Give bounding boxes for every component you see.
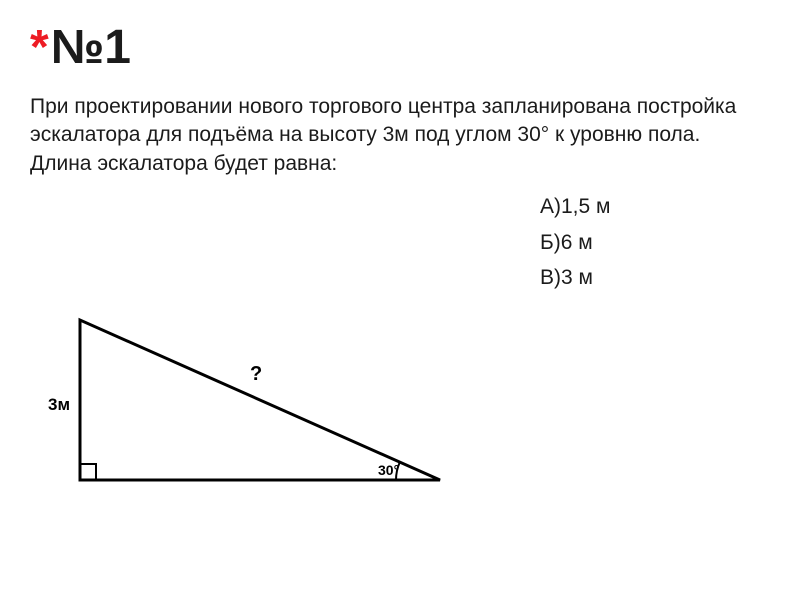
title-asterisk: * <box>30 21 49 74</box>
title-number: №1 <box>51 21 131 74</box>
right-angle-mark <box>80 464 96 480</box>
answer-option: А)1,5 м <box>540 190 610 224</box>
slide: *№1 При проектировании нового торгового … <box>0 0 800 600</box>
triangle-shape <box>80 320 440 480</box>
answer-list: А)1,5 м Б)6 м В)3 м <box>540 190 610 297</box>
answer-option: В)3 м <box>540 261 610 295</box>
angle-label: 30° <box>378 462 399 478</box>
triangle-svg: 3м ? 30° <box>40 300 480 520</box>
answer-option: Б)6 м <box>540 226 610 260</box>
triangle-diagram: 3м ? 30° <box>40 300 480 520</box>
question-label: ? <box>250 363 262 385</box>
problem-text: При проектировании нового торгового цент… <box>30 93 750 178</box>
height-label: 3м <box>48 395 70 414</box>
slide-title: *№1 <box>30 20 770 75</box>
